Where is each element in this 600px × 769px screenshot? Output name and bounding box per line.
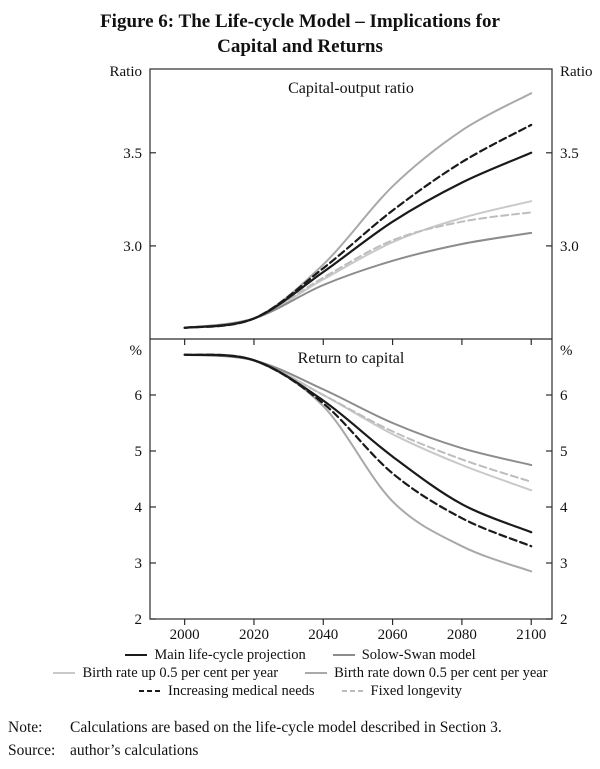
- note-text: Calculations are based on the life-cycle…: [70, 719, 502, 737]
- series-line-birth-rate-down-0-5-per-cent-per-year: [183, 353, 533, 573]
- line-sample-icon: [305, 672, 328, 675]
- legend-item-main-life-cycle-projection: Main life-cycle projection: [124, 647, 306, 664]
- plot-border: [149, 68, 553, 620]
- figure-title-line1: Figure 6: The Life-cycle Model – Implica…: [100, 11, 500, 32]
- axis-unit-label: %: [560, 343, 573, 359]
- y-tick-label: 5: [135, 444, 143, 460]
- chart-legend: Main life-cycle projection Solow-Swan mo…: [0, 647, 600, 699]
- source-label: Source:: [8, 741, 56, 759]
- y-tick-label: 2: [560, 612, 568, 628]
- y-tick-label: 4: [135, 500, 143, 516]
- series-line-birth-rate-down-0-5-per-cent-per-year: [183, 92, 533, 329]
- panel-title: Capital-output ratio: [288, 80, 414, 97]
- source-text: author’s calculations: [70, 741, 199, 759]
- x-tick-label: 2040: [308, 627, 338, 643]
- y-tick-label: 6: [135, 388, 143, 404]
- figure-notes: Note: Calculations are based on the life…: [0, 717, 600, 762]
- series-line-main-life-cycle-projection: [183, 353, 533, 534]
- y-tick-label: 3.0: [560, 239, 579, 255]
- series-line-fixed-longevity: [183, 353, 533, 483]
- legend-label: Increasing medical needs: [168, 683, 315, 700]
- axis-unit-label: Ratio: [110, 64, 143, 80]
- y-tick-label: 3.5: [123, 146, 142, 162]
- y-tick-label: 5: [560, 444, 568, 460]
- series-line-solow-swan-model: [183, 353, 533, 467]
- legend-item-birth-rate-down: Birth rate down 0.5 per cent per year: [304, 665, 548, 682]
- figure-title-line2: Capital and Returns: [217, 36, 383, 58]
- x-tick-label: 2060: [378, 627, 408, 643]
- note-row: Note: Calculations are based on the life…: [8, 717, 592, 739]
- legend-label: Birth rate up 0.5 per cent per year: [82, 665, 279, 682]
- legend-item-increasing-medical-needs: Increasing medical needs: [138, 683, 315, 699]
- legend-label: Fixed longevity: [370, 683, 462, 700]
- y-tick-label: 3: [135, 556, 143, 572]
- series-line-birth-rate-up-0-5-per-cent-per-year: [183, 200, 533, 329]
- line-sample-icon: [332, 654, 355, 657]
- y-tick-label: 4: [560, 500, 568, 516]
- series-line-increasing-medical-needs: [183, 353, 533, 548]
- y-tick-label: 2: [135, 612, 143, 628]
- legend-row: Main life-cycle projection Solow-Swan mo…: [0, 647, 600, 663]
- series-line-birth-rate-up-0-5-per-cent-per-year: [183, 353, 533, 492]
- panel-title: Return to capital: [298, 350, 405, 367]
- legend-item-fixed-longevity: Fixed longevity: [341, 683, 462, 699]
- figure-title: Figure 6: The Life-cycle Model – Implica…: [0, 0, 600, 59]
- y-tick-label: 3: [560, 556, 568, 572]
- axis-unit-label: Ratio: [560, 64, 593, 80]
- line-sample-icon: [53, 672, 76, 675]
- y-tick-label: 6: [560, 388, 568, 404]
- chart-canvas: 3.0 3.0 3.5 3.5 Capital-output ratio Ratio Rat…: [110, 64, 593, 643]
- note-label: Note:: [8, 719, 43, 737]
- source-row: Source: author’s calculations: [8, 740, 592, 762]
- legend-item-solow-swan-model: Solow-Swan model: [332, 647, 476, 663]
- y-tick-label: 3.5: [560, 146, 579, 162]
- axis-unit-label: %: [130, 343, 143, 359]
- x-tick-label: 2100: [516, 627, 546, 643]
- legend-row: Increasing medical needs Fixed longevity: [0, 683, 600, 699]
- legend-row: Birth rate up 0.5 per cent per year Birt…: [0, 665, 600, 681]
- legend-label: Solow-Swan model: [361, 647, 476, 664]
- x-tick-label: 2020: [239, 627, 269, 643]
- legend-label: Main life-cycle projection: [154, 647, 306, 664]
- x-tick-label: 2000: [170, 627, 200, 643]
- line-sample-icon: [341, 690, 364, 693]
- x-tick-label: 2080: [447, 627, 477, 643]
- line-sample-icon: [125, 654, 148, 657]
- legend-label: Birth rate down 0.5 per cent per year: [334, 665, 548, 682]
- series-line-fixed-longevity: [183, 211, 533, 329]
- legend-item-birth-rate-up: Birth rate up 0.5 per cent per year: [52, 665, 278, 681]
- line-sample-icon: [139, 690, 161, 693]
- y-tick-label: 3.0: [123, 239, 142, 255]
- series-line-main-life-cycle-projection: [183, 151, 533, 330]
